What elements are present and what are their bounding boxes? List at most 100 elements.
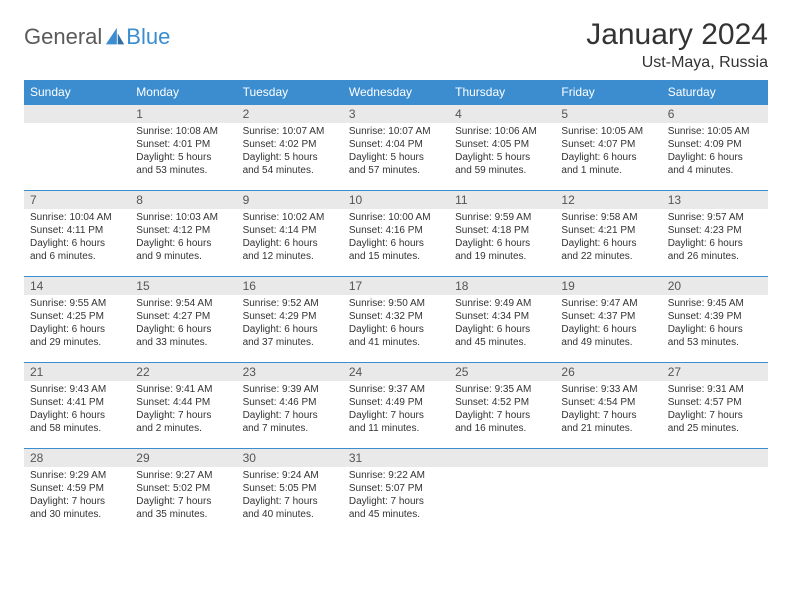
calendar-cell: 14Sunrise: 9:55 AMSunset: 4:25 PMDayligh… — [24, 277, 130, 363]
calendar-cell: 1Sunrise: 10:08 AMSunset: 4:01 PMDayligh… — [130, 105, 236, 191]
calendar-row: 21Sunrise: 9:43 AMSunset: 4:41 PMDayligh… — [24, 363, 768, 449]
day-number: 8 — [130, 191, 236, 209]
calendar-cell: 17Sunrise: 9:50 AMSunset: 4:32 PMDayligh… — [343, 277, 449, 363]
location-subtitle: Ust-Maya, Russia — [586, 54, 768, 72]
day-number: 21 — [24, 363, 130, 381]
day-content: Sunrise: 9:58 AMSunset: 4:21 PMDaylight:… — [555, 209, 661, 267]
day-content: Sunrise: 9:24 AMSunset: 5:05 PMDaylight:… — [237, 467, 343, 525]
weekday-header: Sunday — [24, 80, 130, 105]
day-number-empty — [449, 449, 555, 467]
weekday-header-row: SundayMondayTuesdayWednesdayThursdayFrid… — [24, 80, 768, 105]
day-number: 3 — [343, 105, 449, 123]
day-number: 20 — [662, 277, 768, 295]
calendar-row: 28Sunrise: 9:29 AMSunset: 4:59 PMDayligh… — [24, 449, 768, 535]
day-content: Sunrise: 9:43 AMSunset: 4:41 PMDaylight:… — [24, 381, 130, 439]
day-number: 24 — [343, 363, 449, 381]
title-block: January 2024 Ust-Maya, Russia — [586, 18, 768, 72]
day-content: Sunrise: 9:41 AMSunset: 4:44 PMDaylight:… — [130, 381, 236, 439]
logo-text-1: General — [24, 24, 102, 50]
calendar-cell: 26Sunrise: 9:33 AMSunset: 4:54 PMDayligh… — [555, 363, 661, 449]
logo-text-2: Blue — [126, 24, 170, 50]
day-content: Sunrise: 9:52 AMSunset: 4:29 PMDaylight:… — [237, 295, 343, 353]
day-content: Sunrise: 10:03 AMSunset: 4:12 PMDaylight… — [130, 209, 236, 267]
day-number: 12 — [555, 191, 661, 209]
day-number: 1 — [130, 105, 236, 123]
logo: General Blue — [24, 18, 170, 50]
calendar-cell: 22Sunrise: 9:41 AMSunset: 4:44 PMDayligh… — [130, 363, 236, 449]
day-content: Sunrise: 9:45 AMSunset: 4:39 PMDaylight:… — [662, 295, 768, 353]
weekday-header: Saturday — [662, 80, 768, 105]
day-content: Sunrise: 10:07 AMSunset: 4:02 PMDaylight… — [237, 123, 343, 181]
day-number: 17 — [343, 277, 449, 295]
calendar-cell: 4Sunrise: 10:06 AMSunset: 4:05 PMDayligh… — [449, 105, 555, 191]
calendar-cell: 11Sunrise: 9:59 AMSunset: 4:18 PMDayligh… — [449, 191, 555, 277]
day-number: 11 — [449, 191, 555, 209]
calendar-body: 1Sunrise: 10:08 AMSunset: 4:01 PMDayligh… — [24, 105, 768, 535]
day-content: Sunrise: 9:27 AMSunset: 5:02 PMDaylight:… — [130, 467, 236, 525]
calendar-cell: 16Sunrise: 9:52 AMSunset: 4:29 PMDayligh… — [237, 277, 343, 363]
day-content: Sunrise: 10:05 AMSunset: 4:09 PMDaylight… — [662, 123, 768, 181]
day-content: Sunrise: 9:55 AMSunset: 4:25 PMDaylight:… — [24, 295, 130, 353]
day-content: Sunrise: 9:33 AMSunset: 4:54 PMDaylight:… — [555, 381, 661, 439]
weekday-header: Tuesday — [237, 80, 343, 105]
day-content: Sunrise: 10:00 AMSunset: 4:16 PMDaylight… — [343, 209, 449, 267]
weekday-header: Monday — [130, 80, 236, 105]
day-number: 15 — [130, 277, 236, 295]
calendar-cell: 9Sunrise: 10:02 AMSunset: 4:14 PMDayligh… — [237, 191, 343, 277]
day-content: Sunrise: 10:04 AMSunset: 4:11 PMDaylight… — [24, 209, 130, 267]
day-number: 16 — [237, 277, 343, 295]
day-content: Sunrise: 9:50 AMSunset: 4:32 PMDaylight:… — [343, 295, 449, 353]
sail-icon — [104, 26, 126, 48]
calendar-row: 7Sunrise: 10:04 AMSunset: 4:11 PMDayligh… — [24, 191, 768, 277]
day-number: 30 — [237, 449, 343, 467]
day-content: Sunrise: 9:29 AMSunset: 4:59 PMDaylight:… — [24, 467, 130, 525]
weekday-header: Wednesday — [343, 80, 449, 105]
day-number: 31 — [343, 449, 449, 467]
calendar-cell: 2Sunrise: 10:07 AMSunset: 4:02 PMDayligh… — [237, 105, 343, 191]
calendar-cell: 7Sunrise: 10:04 AMSunset: 4:11 PMDayligh… — [24, 191, 130, 277]
header: General Blue January 2024 Ust-Maya, Russ… — [24, 18, 768, 72]
day-number: 28 — [24, 449, 130, 467]
calendar-cell: 29Sunrise: 9:27 AMSunset: 5:02 PMDayligh… — [130, 449, 236, 535]
calendar-cell: 6Sunrise: 10:05 AMSunset: 4:09 PMDayligh… — [662, 105, 768, 191]
day-number: 13 — [662, 191, 768, 209]
calendar-cell: 24Sunrise: 9:37 AMSunset: 4:49 PMDayligh… — [343, 363, 449, 449]
day-content: Sunrise: 9:31 AMSunset: 4:57 PMDaylight:… — [662, 381, 768, 439]
calendar-cell: 8Sunrise: 10:03 AMSunset: 4:12 PMDayligh… — [130, 191, 236, 277]
calendar-cell — [24, 105, 130, 191]
day-content: Sunrise: 9:39 AMSunset: 4:46 PMDaylight:… — [237, 381, 343, 439]
day-number: 6 — [662, 105, 768, 123]
calendar-cell: 3Sunrise: 10:07 AMSunset: 4:04 PMDayligh… — [343, 105, 449, 191]
day-number: 5 — [555, 105, 661, 123]
calendar-cell: 25Sunrise: 9:35 AMSunset: 4:52 PMDayligh… — [449, 363, 555, 449]
day-number: 25 — [449, 363, 555, 381]
day-number: 2 — [237, 105, 343, 123]
day-number-empty — [662, 449, 768, 467]
day-number: 19 — [555, 277, 661, 295]
day-content: Sunrise: 10:02 AMSunset: 4:14 PMDaylight… — [237, 209, 343, 267]
day-number: 10 — [343, 191, 449, 209]
day-content: Sunrise: 10:07 AMSunset: 4:04 PMDaylight… — [343, 123, 449, 181]
calendar-cell — [555, 449, 661, 535]
weekday-header: Friday — [555, 80, 661, 105]
day-number: 14 — [24, 277, 130, 295]
calendar-cell: 19Sunrise: 9:47 AMSunset: 4:37 PMDayligh… — [555, 277, 661, 363]
day-content: Sunrise: 9:54 AMSunset: 4:27 PMDaylight:… — [130, 295, 236, 353]
day-number: 29 — [130, 449, 236, 467]
day-number: 27 — [662, 363, 768, 381]
calendar-cell — [662, 449, 768, 535]
calendar-cell: 30Sunrise: 9:24 AMSunset: 5:05 PMDayligh… — [237, 449, 343, 535]
calendar-cell: 20Sunrise: 9:45 AMSunset: 4:39 PMDayligh… — [662, 277, 768, 363]
day-number: 23 — [237, 363, 343, 381]
calendar-row: 1Sunrise: 10:08 AMSunset: 4:01 PMDayligh… — [24, 105, 768, 191]
day-content: Sunrise: 10:08 AMSunset: 4:01 PMDaylight… — [130, 123, 236, 181]
calendar-cell: 12Sunrise: 9:58 AMSunset: 4:21 PMDayligh… — [555, 191, 661, 277]
calendar-table: SundayMondayTuesdayWednesdayThursdayFrid… — [24, 80, 768, 535]
calendar-cell: 15Sunrise: 9:54 AMSunset: 4:27 PMDayligh… — [130, 277, 236, 363]
day-content: Sunrise: 9:37 AMSunset: 4:49 PMDaylight:… — [343, 381, 449, 439]
day-number: 22 — [130, 363, 236, 381]
day-content: Sunrise: 9:35 AMSunset: 4:52 PMDaylight:… — [449, 381, 555, 439]
weekday-header: Thursday — [449, 80, 555, 105]
day-content: Sunrise: 10:06 AMSunset: 4:05 PMDaylight… — [449, 123, 555, 181]
day-content: Sunrise: 9:49 AMSunset: 4:34 PMDaylight:… — [449, 295, 555, 353]
